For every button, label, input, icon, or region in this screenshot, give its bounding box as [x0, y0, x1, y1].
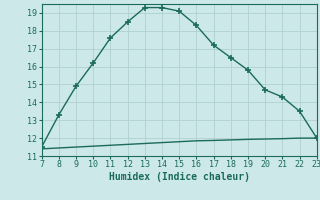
X-axis label: Humidex (Indice chaleur): Humidex (Indice chaleur) — [109, 172, 250, 182]
